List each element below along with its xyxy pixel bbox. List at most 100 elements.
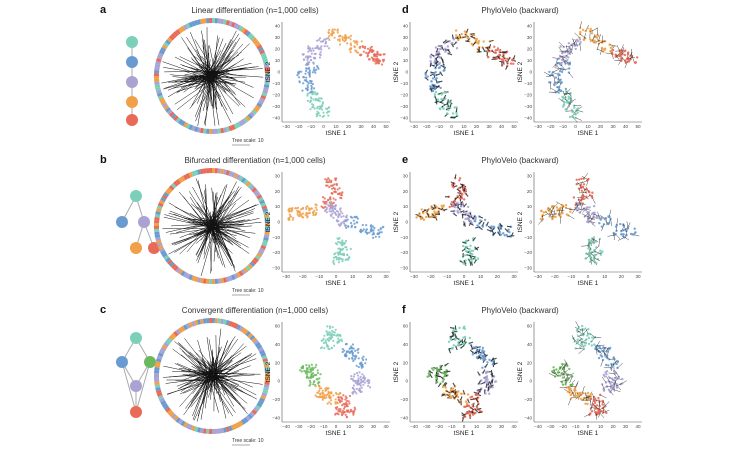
cell-point	[342, 215, 345, 218]
tree-scale-label: Tree scale: 10	[232, 438, 264, 444]
cell-point	[463, 327, 467, 330]
cell-point	[314, 99, 317, 102]
y-axis-title: tSNE 2	[393, 61, 400, 82]
y-tick-label: −30	[272, 104, 280, 109]
cell-point	[346, 409, 349, 413]
y-tick-label: −40	[400, 416, 408, 421]
y-tick-label: −40	[272, 116, 280, 121]
cell-point	[598, 222, 601, 225]
velocity-arrow	[425, 69, 429, 74]
cell-point	[336, 251, 339, 254]
velocity-arrow	[439, 101, 444, 104]
cell-point	[298, 214, 301, 217]
tree-branch	[190, 373, 210, 403]
cell-point	[358, 371, 361, 374]
cell-point	[586, 391, 590, 395]
x-tick-label: 10	[350, 274, 356, 279]
tree-ring-segment	[154, 381, 160, 386]
tree-ring-segment	[264, 226, 270, 230]
cell-point	[325, 37, 328, 40]
cell-point	[552, 83, 556, 86]
tree-ring-segment	[154, 66, 160, 71]
velocity-arrow	[463, 259, 467, 264]
cell-point	[367, 58, 370, 61]
y-tick-label: −40	[400, 116, 408, 121]
cell-point	[502, 53, 505, 56]
tree-branch	[215, 374, 227, 419]
cell-point	[317, 112, 320, 115]
cell-point	[324, 178, 327, 181]
tree-ring-segment	[175, 29, 181, 35]
x-tick-label: 10	[461, 124, 467, 129]
y-axis-title: tSNE 2	[517, 361, 524, 382]
cell-point	[321, 392, 324, 395]
plot-axes: −30 −20 −10 0 10 20 30 40 50403020100−10−20−30−4…	[517, 22, 642, 137]
cell-point	[301, 207, 304, 210]
tree-ring-segment	[261, 55, 268, 60]
cell-point	[491, 386, 494, 389]
tree-ring-segment	[238, 25, 244, 32]
cell-point	[494, 380, 498, 383]
x-tick-label: −20	[307, 424, 315, 429]
cell-point	[587, 247, 590, 250]
x-axis-title: tSNE 1	[454, 430, 475, 437]
tree-branch	[214, 338, 238, 373]
cell-point	[327, 177, 330, 180]
tree-ring-segment	[230, 21, 236, 28]
cell-point	[346, 253, 349, 257]
cell-point	[312, 374, 315, 377]
cell-point	[498, 224, 501, 227]
tree-ring-segment	[163, 41, 170, 48]
cell-point	[624, 49, 627, 52]
cell-point	[369, 386, 372, 389]
x-tick-label: −10	[315, 274, 323, 279]
velocity-arrow	[438, 207, 443, 211]
tree-ring-segment	[243, 417, 249, 423]
cell-point	[425, 215, 428, 219]
x-tick-label: 0	[335, 424, 338, 429]
cell-point	[568, 115, 572, 119]
cell-point	[319, 373, 322, 376]
cell-point	[442, 378, 445, 381]
cell-point	[328, 326, 332, 330]
cell-point	[333, 28, 336, 31]
tree-branch	[201, 217, 214, 225]
velocity-arrow	[481, 221, 485, 227]
cell-point	[499, 48, 502, 52]
tree-branch	[212, 373, 239, 385]
cell-point	[296, 206, 300, 209]
velocity-arrow	[451, 34, 454, 39]
velocity-arrow	[435, 85, 440, 88]
velocity-arrow	[454, 174, 457, 179]
cell-point	[589, 255, 592, 259]
cell-point	[499, 233, 503, 236]
cell-point	[555, 368, 558, 371]
cell-point	[320, 205, 323, 208]
tree-ring-segment	[259, 349, 265, 355]
tree-branch	[214, 58, 244, 79]
tree-ring-segment	[208, 128, 212, 134]
cell-point	[576, 111, 579, 114]
tree-ring-segment	[154, 76, 160, 80]
cell-point	[322, 341, 325, 345]
velocity-arrow	[569, 47, 573, 55]
cell-point	[486, 370, 489, 373]
cell-point	[465, 250, 468, 253]
x-tick-label: −30	[547, 424, 555, 429]
velocity-arrow	[616, 44, 621, 52]
cell-point	[461, 193, 464, 196]
cell-point	[331, 212, 334, 215]
cell-point	[583, 208, 586, 212]
cell-point	[321, 40, 324, 43]
tree-branch	[216, 221, 262, 227]
tree-ring-segment	[199, 318, 204, 325]
cell-point	[304, 372, 308, 375]
cell-point	[442, 107, 445, 110]
cell-point	[494, 49, 497, 52]
cell-point	[471, 237, 475, 240]
cell-point	[332, 259, 335, 262]
cell-point	[367, 384, 370, 387]
cell-point	[463, 198, 466, 201]
x-tick-label: 40	[623, 124, 629, 129]
